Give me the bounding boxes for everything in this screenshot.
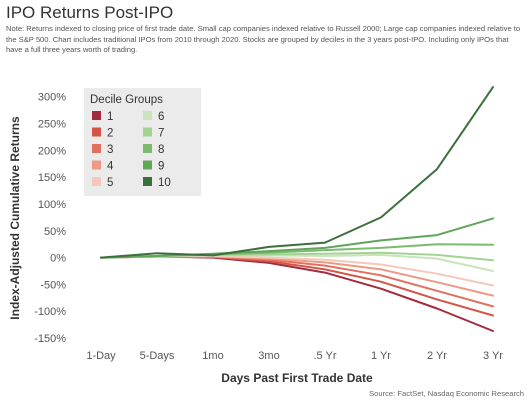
legend-swatch [92, 111, 101, 120]
y-tick-label: -100% [34, 306, 66, 318]
legend-label: 5 [107, 177, 113, 189]
legend-label: 10 [158, 177, 171, 189]
legend: Decile Groups 1 2 3 4 5 6 7 8 9 10 [84, 88, 201, 196]
series-line-1 [100, 255, 494, 332]
x-tick-label: 2 Yr [427, 350, 447, 362]
x-tick-label: 1-Day [86, 350, 116, 362]
y-tick-label: 150% [38, 172, 66, 184]
y-tick-label: 250% [38, 119, 66, 131]
legend-swatch [143, 127, 152, 137]
y-tick-label: -50% [40, 279, 66, 291]
series-lines [100, 86, 494, 332]
legend-swatch [143, 160, 152, 170]
y-tick-label: 200% [38, 145, 66, 157]
x-axis: 1-Day 5-Days 1mo 3mo .5 Yr 1 Yr 2 Yr 3 Yr [86, 350, 503, 362]
x-tick-label: 1mo [202, 350, 223, 362]
legend-label: 7 [158, 128, 164, 140]
chart-title: IPO Returns Post-IPO [6, 3, 174, 22]
legend-swatch [143, 144, 152, 153]
legend-background [84, 88, 201, 196]
legend-label: 3 [107, 144, 113, 156]
legend-label: 6 [158, 111, 164, 123]
x-axis-title: Days Past First Trade Date [221, 371, 373, 385]
legend-swatch [92, 160, 101, 170]
x-tick-label: 3 Yr [483, 350, 503, 362]
legend-label: 4 [107, 161, 114, 173]
y-axis: -150% -100% -50% 0% 50% 100% 150% 200% 250% 300% [34, 92, 66, 345]
legend-label: 9 [158, 161, 164, 173]
legend-title: Decile Groups [90, 94, 163, 106]
y-tick-label: 0% [50, 253, 66, 265]
y-tick-label: 100% [38, 199, 66, 211]
x-tick-label: 3mo [258, 350, 279, 362]
legend-label: 2 [107, 128, 113, 140]
y-tick-label: 300% [38, 92, 66, 104]
chart-note: Note: Returns indexed to closing price o… [6, 24, 521, 54]
x-tick-label: .5 Yr [313, 350, 336, 362]
legend-swatch [92, 144, 101, 153]
x-tick-label: 5-Days [140, 350, 175, 362]
source-note: Source: FactSet, Nasdaq Economic Researc… [369, 389, 524, 398]
y-axis-title: Index-Adjusted Cumulative Returns [8, 116, 22, 320]
series-line-9 [100, 217, 494, 259]
y-tick-label: -150% [34, 333, 66, 345]
series-line-10 [100, 86, 494, 259]
legend-swatch [143, 111, 152, 120]
x-tick-label: 1 Yr [371, 350, 391, 362]
legend-swatch [92, 127, 101, 137]
legend-swatch [143, 177, 152, 186]
y-tick-label: 50% [44, 226, 66, 238]
legend-label: 8 [158, 144, 164, 156]
legend-label: 1 [107, 111, 113, 123]
legend-swatch [92, 177, 101, 186]
